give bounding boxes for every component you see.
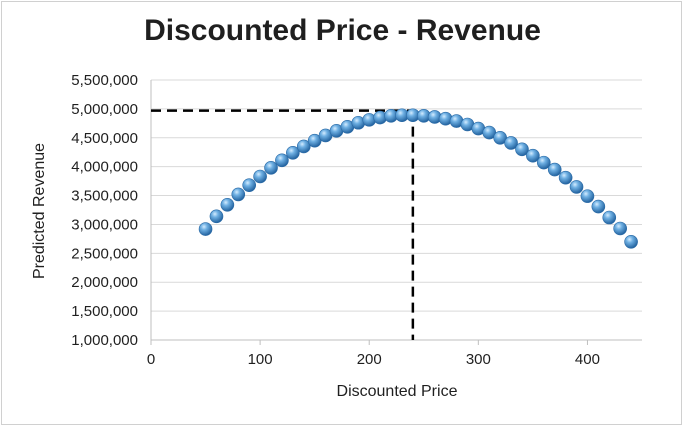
- y-tick-label: 4,000,000: [71, 159, 138, 176]
- data-point: [602, 210, 617, 225]
- y-tick-label: 5,500,000: [71, 72, 138, 89]
- data-point: [504, 136, 518, 150]
- data-point: [569, 180, 584, 194]
- data-point: [580, 189, 595, 203]
- axes: [150, 80, 642, 345]
- data-point: [264, 161, 278, 175]
- data-point: [286, 146, 300, 160]
- y-tick-label: 2,000,000: [71, 274, 138, 291]
- data-point: [482, 125, 497, 140]
- data-point: [296, 139, 311, 154]
- y-tick-label: 5,000,000: [71, 101, 138, 118]
- data-point: [253, 169, 267, 184]
- x-tick-label: 400: [575, 351, 600, 368]
- data-point: [275, 153, 289, 168]
- data-point: [558, 170, 573, 185]
- y-axis-title: Predicted Revenue: [31, 143, 48, 279]
- y-tick-label: 1,000,000: [71, 332, 138, 349]
- data-point: [220, 198, 235, 212]
- data-point: [536, 155, 551, 170]
- data-point: [493, 130, 507, 145]
- x-tick-label: 0: [147, 351, 155, 368]
- y-tick-label: 2,500,000: [71, 245, 138, 262]
- chart-title: Discounted Price - Revenue: [144, 14, 541, 47]
- data-point: [624, 234, 638, 249]
- data-points: [198, 108, 638, 249]
- data-point: [242, 178, 256, 192]
- x-tick-label: 300: [466, 351, 491, 368]
- data-point: [526, 148, 540, 163]
- y-tick-label: 4,500,000: [71, 130, 138, 147]
- data-point: [547, 162, 562, 177]
- data-point: [515, 142, 529, 157]
- reference-lines: [151, 109, 415, 340]
- data-point: [591, 199, 606, 214]
- data-point: [231, 187, 246, 202]
- x-tick-label: 200: [357, 351, 382, 368]
- data-point: [198, 222, 213, 236]
- data-point: [209, 209, 224, 224]
- data-point: [307, 133, 322, 148]
- y-tick-label: 3,000,000: [71, 216, 138, 233]
- y-tick-label: 3,500,000: [71, 188, 138, 205]
- tick-labels: 1,000,000 1,500,000 2,000,000 2,500,000 3,00…: [71, 72, 600, 368]
- data-point: [613, 221, 627, 236]
- x-tick-label: 100: [248, 351, 273, 368]
- x-axis-title: Discounted Price: [337, 383, 458, 400]
- y-tick-label: 1,500,000: [71, 303, 138, 320]
